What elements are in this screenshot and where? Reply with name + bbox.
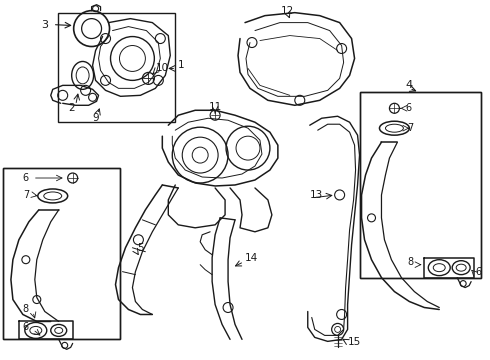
- Text: 6: 6: [475, 267, 481, 276]
- Text: 14: 14: [245, 253, 258, 263]
- Text: 15: 15: [347, 337, 361, 347]
- Text: 8: 8: [407, 257, 414, 267]
- Text: 3: 3: [41, 19, 48, 30]
- Text: 5: 5: [137, 243, 144, 253]
- Text: 12: 12: [281, 6, 294, 15]
- Bar: [58, 13, 175, 122]
- Bar: [3, 168, 121, 339]
- Text: 10: 10: [155, 63, 169, 73]
- Text: 1: 1: [178, 60, 185, 71]
- Text: 7: 7: [407, 123, 414, 133]
- Text: 6: 6: [23, 323, 29, 332]
- Text: 6: 6: [405, 103, 412, 113]
- Bar: [360, 92, 481, 278]
- Text: 9: 9: [92, 113, 99, 123]
- Text: 7: 7: [23, 190, 29, 200]
- Text: 8: 8: [23, 305, 29, 315]
- Bar: [3, 168, 121, 339]
- Text: 4: 4: [406, 80, 413, 90]
- Text: 6: 6: [23, 173, 29, 183]
- Text: 13: 13: [310, 190, 323, 200]
- Text: 2: 2: [69, 103, 75, 113]
- Text: 11: 11: [208, 102, 222, 112]
- Bar: [360, 92, 481, 278]
